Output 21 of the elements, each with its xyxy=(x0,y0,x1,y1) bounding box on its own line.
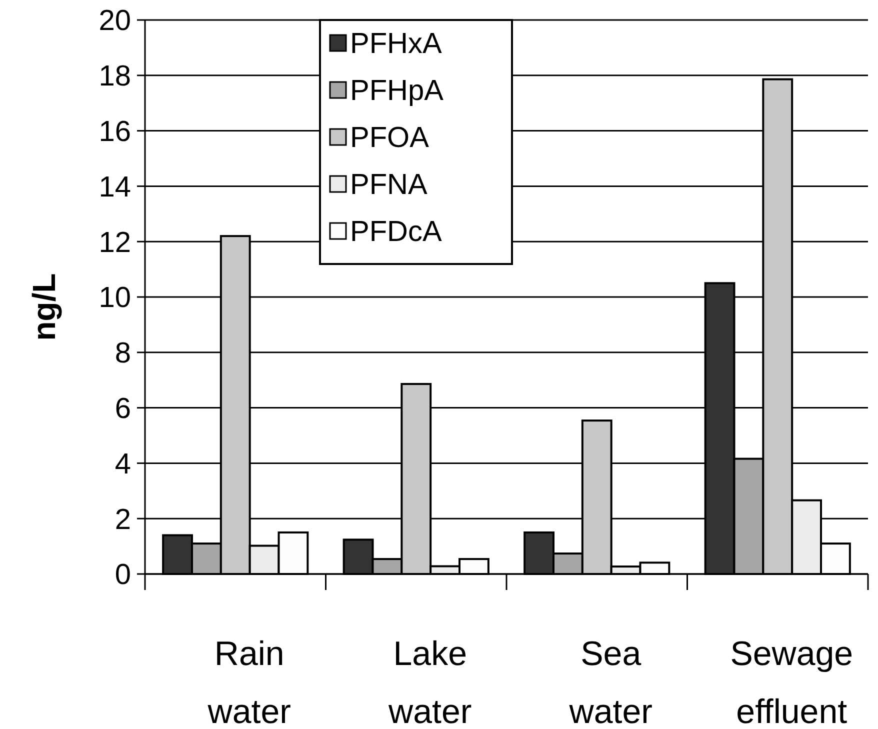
legend-label: PFHxA xyxy=(350,28,442,60)
y-tick-label: 18 xyxy=(98,60,131,93)
y-axis-title: ng/L xyxy=(26,273,62,341)
y-tick-label: 10 xyxy=(98,282,131,314)
y-tick-label: 2 xyxy=(114,504,131,536)
x-tick-label: Sea water xyxy=(568,635,652,729)
legend-label: PFOA xyxy=(350,122,430,154)
x-tick-label: Sewage effluent xyxy=(730,635,854,729)
legend-label: PFHpA xyxy=(350,75,444,108)
y-tick-label: 0 xyxy=(114,559,131,592)
y-tick-label: 14 xyxy=(98,171,131,204)
y-tick-label: 4 xyxy=(114,448,131,480)
y-tick-label: 12 xyxy=(98,226,131,259)
y-tick-label: 6 xyxy=(114,392,131,425)
y-tick-label: 16 xyxy=(98,116,131,148)
legend-label: PFNA xyxy=(350,169,428,202)
legend-label: PFDcA xyxy=(350,216,442,248)
x-tick-label: Lake water xyxy=(388,635,472,729)
y-tick-label: 20 xyxy=(98,5,131,38)
x-tick-label: Rain water xyxy=(206,635,291,729)
y-tick-label: 8 xyxy=(114,338,131,370)
